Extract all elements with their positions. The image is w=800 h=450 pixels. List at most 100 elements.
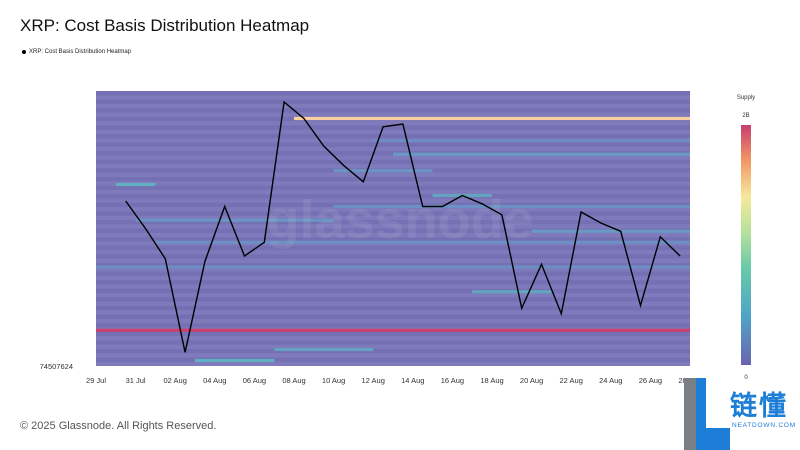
heatmap-row [96, 349, 690, 354]
heatmap-row [96, 245, 690, 251]
supply-band [294, 116, 690, 121]
legend-label: XRP: Cost Basis Distribution Heatmap [29, 49, 132, 55]
heatmap-row [96, 275, 690, 281]
heatmap-row [96, 194, 690, 199]
heatmap-row [96, 129, 690, 134]
x-tick-label: 18 Aug [480, 376, 503, 385]
heatmap-row [96, 215, 690, 220]
heatmap-row [96, 318, 690, 324]
x-tick-label: 08 Aug [282, 376, 305, 385]
heatmap-row [96, 267, 690, 272]
supply-band [333, 204, 690, 209]
heatmap-row [96, 142, 690, 147]
supply-band [135, 218, 334, 222]
heatmap-row [96, 155, 690, 160]
heatmap-row [96, 95, 690, 100]
heatmap-row [96, 263, 690, 268]
supply-band [96, 328, 690, 332]
supply-band [274, 347, 374, 352]
heatmap-row [96, 121, 690, 126]
heatmap-row [96, 280, 690, 285]
heatmap-row [96, 207, 690, 212]
heatmap-row [96, 211, 690, 216]
supply-band [96, 265, 690, 269]
x-tick-label: 12 Aug [362, 376, 385, 385]
copyright-footer: © 2025 Glassnode. All Rights Reserved. [20, 420, 217, 432]
heatmap-row [96, 108, 690, 113]
heatmap-row [96, 99, 690, 104]
heatmap-row [96, 344, 690, 349]
heatmap-row [96, 336, 690, 341]
heatmap-row [96, 340, 690, 345]
x-tick-label: 22 Aug [560, 376, 583, 385]
heatmap-row [96, 271, 690, 276]
heatmap-row [96, 357, 690, 362]
heatmap-row [96, 228, 690, 233]
heatmap-row [96, 314, 690, 319]
x-tick-label: 31 Jul [126, 376, 146, 385]
colorbar [741, 125, 751, 365]
heatmap-row [96, 232, 690, 238]
x-tick-label: 24 Aug [599, 376, 622, 385]
x-tick-label: 06 Aug [243, 376, 266, 385]
heatmap-row [96, 164, 690, 169]
x-tick-label: 29 Jul [86, 376, 106, 385]
x-tick-label: 16 Aug [441, 376, 464, 385]
heatmap-row [96, 361, 690, 366]
supply-band [373, 138, 690, 143]
heatmap-row [96, 297, 690, 302]
brand-l-icon [684, 378, 730, 450]
colorbar-title: Supply [737, 95, 755, 101]
x-tick-label: 20 Aug [520, 376, 543, 385]
heatmap-row [96, 331, 690, 337]
heatmap-row [96, 134, 690, 139]
heatmap-row [96, 224, 690, 229]
heatmap-row [96, 146, 690, 152]
supply-band [393, 152, 690, 156]
heatmap-row [96, 220, 690, 225]
heatmap-row [96, 159, 690, 165]
legend[interactable]: XRP: Cost Basis Distribution Heatmap [22, 49, 131, 55]
heatmap-row [96, 112, 690, 117]
heatmap-row [96, 250, 690, 255]
heatmap-row [96, 258, 690, 263]
y-tick-label: 74507624 [40, 362, 73, 371]
heatmap-row [96, 172, 690, 177]
heatmap-row [96, 189, 690, 195]
price-line [125, 100, 681, 353]
brand-site: NEATDOWN.COM [732, 422, 797, 429]
x-tick-label: 14 Aug [401, 376, 424, 385]
supply-band [333, 169, 433, 173]
supply-band [472, 290, 552, 294]
supply-band [531, 229, 690, 233]
heatmap-row [96, 301, 690, 306]
heatmap-row [96, 91, 690, 96]
heatmap-row [96, 293, 690, 298]
heatmap-row [96, 306, 690, 311]
heatmap-row [96, 284, 690, 289]
heatmap-row [96, 103, 690, 109]
heatmap-row [96, 185, 690, 190]
heatmap-row [96, 353, 690, 358]
colorbar-min-label: 0 [744, 375, 748, 381]
colorbar-max-label: 2B [742, 113, 749, 119]
brand-name: 链懂 [730, 391, 788, 422]
heatmap-row [96, 237, 690, 242]
supply-band [115, 182, 156, 187]
legend-marker [22, 50, 26, 54]
heatmap-row [96, 125, 690, 130]
x-tick-label: 26 Aug [639, 376, 662, 385]
watermark: glassnode [266, 190, 533, 250]
heatmap-row [96, 254, 690, 259]
chart-title: XRP: Cost Basis Distribution Heatmap [20, 16, 310, 35]
x-tick-label: 04 Aug [203, 376, 226, 385]
heatmap-row [96, 198, 690, 203]
heatmap-row [96, 310, 690, 315]
brand-logo: 链懂 NEATDOWN.COM [684, 378, 800, 450]
supply-band [155, 240, 690, 244]
heatmap-row [96, 288, 690, 294]
supply-band [195, 358, 275, 363]
x-tick-label: 10 Aug [322, 376, 345, 385]
x-tick-label: 02 Aug [164, 376, 187, 385]
